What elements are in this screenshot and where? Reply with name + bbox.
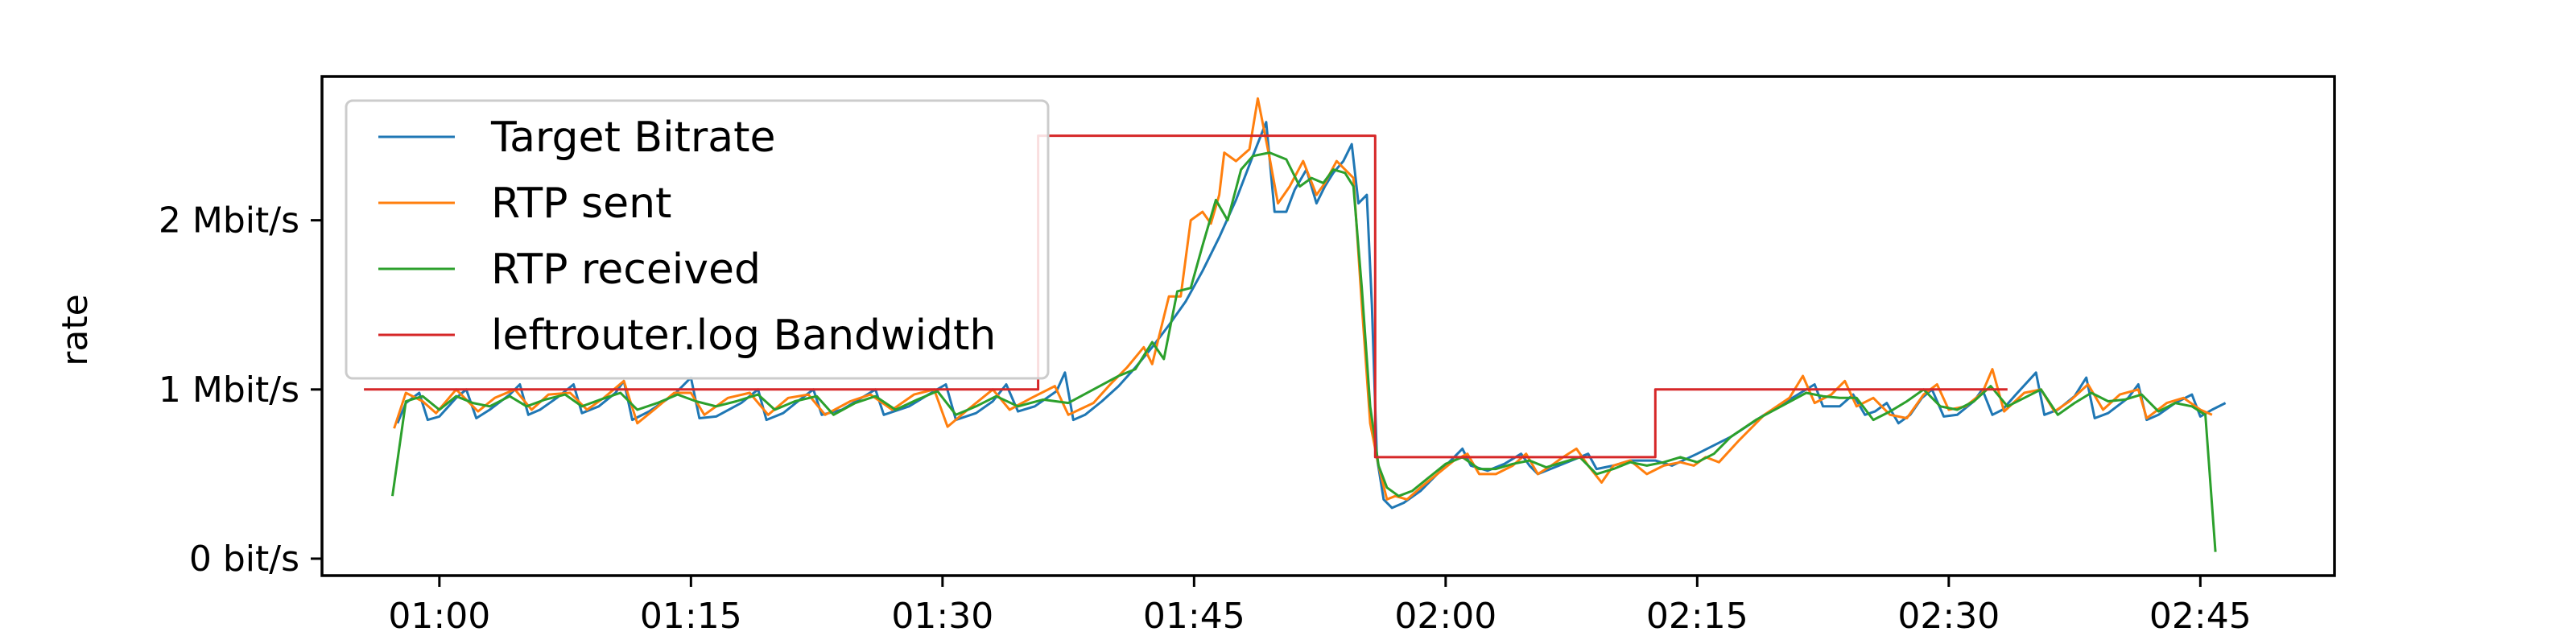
x-tick-label: 01:15 xyxy=(640,596,742,637)
x-tick-label: 02:30 xyxy=(1897,596,2000,637)
legend-label: RTP received xyxy=(491,246,761,294)
y-axis: 0 bit/s 1 Mbit/s 2 Mbit/s xyxy=(159,200,322,580)
legend-label: Target Bitrate xyxy=(490,114,776,162)
y-axis-label: rate xyxy=(55,294,96,365)
legend-box xyxy=(345,99,1050,380)
y-tick-label: 0 bit/s xyxy=(189,539,299,580)
legend: Target Bitrate RTP sent RTP received leftro… xyxy=(345,99,1050,380)
series-line-1 xyxy=(396,121,2227,510)
x-tick-label: 01:45 xyxy=(1143,596,1245,637)
x-tick-label: 02:45 xyxy=(2149,596,2252,637)
legend-label: RTP sent xyxy=(491,180,671,228)
x-axis: 01:00 01:15 01:30 01:45 02:00 02:15 02:30 02:45 xyxy=(388,576,2252,637)
y-tick-label: 1 Mbit/s xyxy=(159,369,299,411)
series-line-2 xyxy=(393,97,2213,501)
legend-label: leftrouter.log Bandwidth xyxy=(491,312,996,360)
x-tick-label: 02:00 xyxy=(1394,596,1496,637)
y-tick-label: 2 Mbit/s xyxy=(159,200,299,242)
plot-frame xyxy=(320,75,2336,577)
x-tick-label: 01:00 xyxy=(388,596,490,637)
x-tick-label: 02:15 xyxy=(1646,596,1748,637)
x-tick-label: 01:30 xyxy=(891,596,993,637)
